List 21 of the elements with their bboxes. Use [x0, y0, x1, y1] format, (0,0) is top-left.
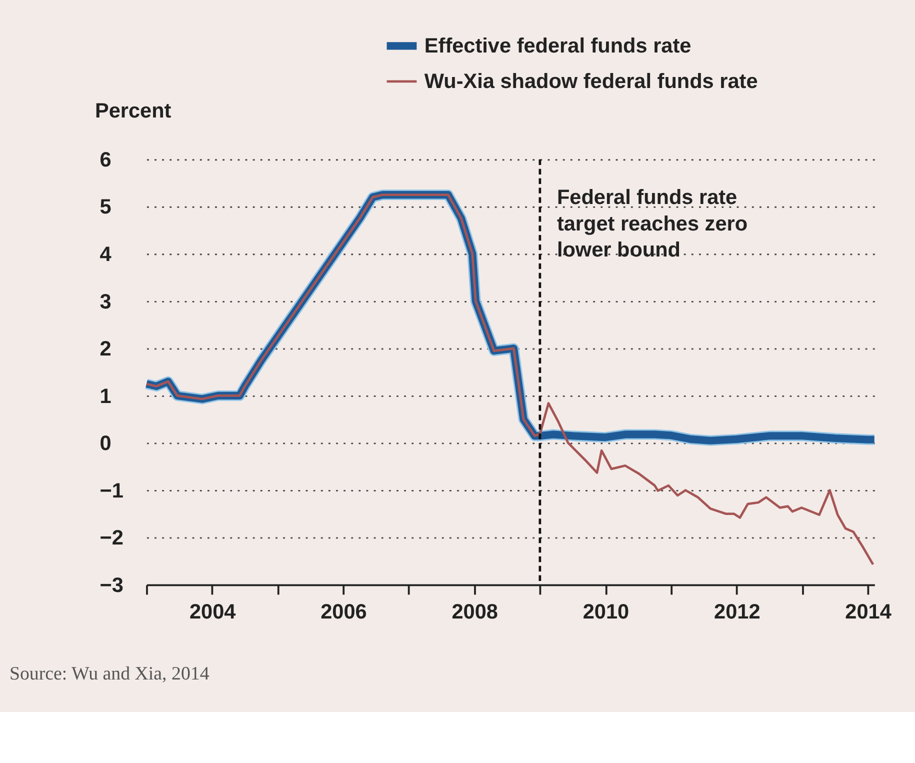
- y-tick-label: 2: [100, 338, 112, 361]
- y-tick-label: 4: [100, 243, 112, 266]
- x-tick-label: 2006: [320, 600, 367, 624]
- y-axis-title: Percent: [94, 99, 172, 122]
- legend-label: Wu-Xia shadow federal funds rate: [424, 70, 758, 94]
- y-tick-label: −2: [100, 526, 124, 550]
- y-tick-label: −1: [100, 479, 124, 502]
- x-tick-label: 2010: [582, 600, 630, 624]
- y-tick-label: 1: [100, 384, 112, 408]
- y-tick-label: 3: [100, 290, 112, 314]
- y-tick-label: 6: [100, 148, 112, 172]
- y-tick-label: 5: [100, 196, 112, 219]
- x-tick-label: 2004: [189, 600, 236, 624]
- x-tick-label: 2008: [452, 600, 498, 624]
- legend-label: Effective federal funds rate: [424, 34, 692, 58]
- y-tick-label: −3: [100, 574, 124, 597]
- source-note: Source: Wu and Xia, 2014: [9, 663, 210, 684]
- y-tick-label: 0: [100, 432, 112, 456]
- x-tick-label: 2012: [714, 600, 760, 624]
- x-tick-label: 2014: [845, 600, 892, 624]
- ref-line-label: Federal funds rate target reaches zero lower bound: [556, 186, 748, 262]
